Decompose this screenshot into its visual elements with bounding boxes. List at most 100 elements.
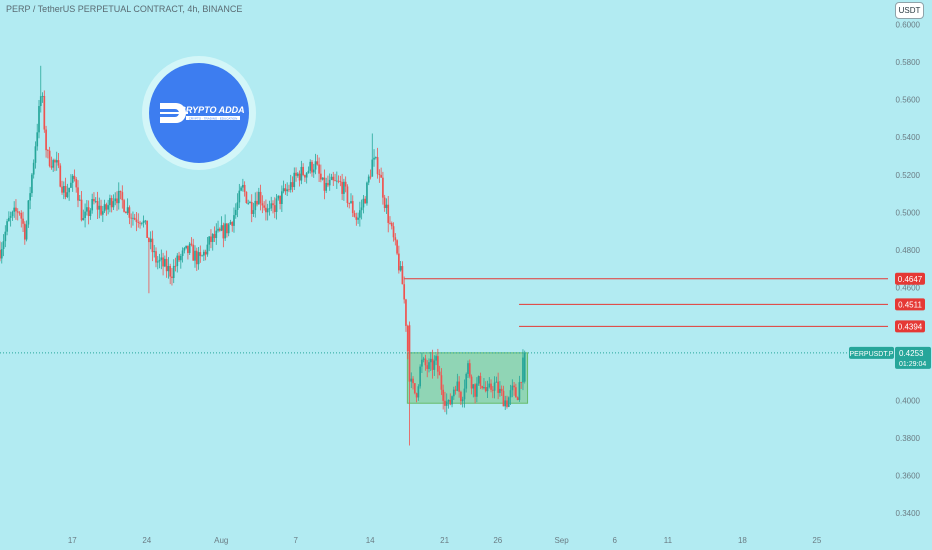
candle-body bbox=[48, 150, 51, 166]
candle-body bbox=[236, 202, 239, 210]
candle bbox=[490, 379, 492, 393]
candle-body bbox=[130, 217, 133, 219]
candle-body bbox=[55, 160, 58, 163]
time-tick-label: Sep bbox=[554, 536, 569, 545]
candle-body bbox=[507, 397, 510, 407]
candle bbox=[215, 223, 218, 245]
candle bbox=[116, 191, 118, 211]
candle-body bbox=[34, 146, 37, 163]
candle bbox=[286, 182, 289, 197]
candle-body bbox=[80, 199, 83, 221]
candle-body bbox=[86, 207, 88, 212]
candle bbox=[320, 164, 322, 183]
candle bbox=[27, 199, 30, 228]
candle bbox=[502, 385, 505, 407]
candle-body bbox=[360, 207, 363, 211]
candle bbox=[61, 180, 63, 195]
candle bbox=[208, 236, 211, 252]
candle bbox=[412, 376, 414, 390]
time-tick-label: 14 bbox=[366, 536, 375, 545]
candle bbox=[194, 245, 196, 268]
candle bbox=[343, 178, 345, 201]
candle-body bbox=[43, 95, 46, 130]
candle bbox=[34, 141, 37, 169]
candle bbox=[224, 214, 226, 241]
candle bbox=[458, 376, 460, 398]
candle bbox=[15, 199, 17, 220]
candle-body bbox=[195, 250, 198, 265]
candle-body bbox=[140, 222, 143, 224]
price-level-tag bbox=[895, 298, 925, 311]
candle-body bbox=[502, 390, 505, 407]
candle bbox=[229, 219, 232, 225]
candle-body bbox=[249, 202, 251, 203]
candle-body bbox=[422, 358, 425, 360]
candle-body bbox=[245, 191, 248, 203]
candle bbox=[460, 390, 462, 405]
candle-body bbox=[15, 207, 17, 212]
candle bbox=[206, 236, 209, 257]
candle bbox=[190, 237, 193, 247]
candle bbox=[330, 173, 333, 181]
candle bbox=[151, 230, 154, 262]
candle bbox=[45, 125, 47, 158]
candle-body bbox=[0, 249, 3, 259]
candle bbox=[421, 352, 423, 373]
candle bbox=[289, 174, 292, 193]
currency-button[interactable]: USDT bbox=[895, 2, 924, 19]
candle bbox=[62, 181, 65, 200]
candle-body bbox=[20, 212, 23, 219]
candle bbox=[259, 184, 262, 211]
price-tick-label: 0.4000 bbox=[896, 396, 921, 405]
candle-body bbox=[366, 182, 368, 204]
candle-body bbox=[75, 178, 78, 188]
candle bbox=[461, 396, 464, 408]
candle bbox=[364, 196, 367, 204]
candle bbox=[263, 201, 265, 211]
candle-body bbox=[437, 356, 439, 372]
candle-body bbox=[39, 96, 42, 107]
candle-body bbox=[68, 187, 70, 193]
candle-body bbox=[435, 356, 437, 361]
candle bbox=[158, 253, 161, 269]
candle bbox=[48, 146, 51, 168]
price-tick-label: 0.4800 bbox=[896, 246, 921, 255]
price-axis[interactable]: 0.6000 0.5800 0.5600 0.5400 0.5200 0.5000 0.48… bbox=[896, 20, 921, 518]
time-axis[interactable]: 17 24 Aug 7 14 21 26 Sep 6 11 18 25 bbox=[68, 536, 822, 545]
candle bbox=[314, 153, 317, 175]
candle bbox=[419, 364, 421, 389]
candle bbox=[247, 199, 250, 205]
candle bbox=[507, 396, 510, 408]
candle-body bbox=[243, 184, 246, 192]
candle bbox=[357, 212, 359, 224]
candle-body bbox=[234, 209, 237, 216]
candle-body bbox=[470, 376, 473, 389]
candle-body bbox=[488, 383, 491, 388]
candle bbox=[401, 261, 404, 285]
candle-body bbox=[84, 211, 86, 219]
candle bbox=[153, 244, 156, 258]
candle bbox=[93, 192, 95, 205]
candle bbox=[20, 210, 23, 228]
candle-body bbox=[257, 191, 260, 205]
candle bbox=[217, 220, 219, 233]
candle-body bbox=[382, 177, 384, 198]
time-tick-label: 7 bbox=[293, 536, 298, 545]
candle-body bbox=[204, 251, 207, 255]
candle-body bbox=[142, 220, 145, 223]
candle bbox=[307, 166, 310, 174]
candle-body bbox=[350, 201, 352, 204]
candle bbox=[50, 156, 53, 170]
candle-body bbox=[162, 257, 164, 267]
candle bbox=[11, 210, 14, 221]
candle-body bbox=[348, 203, 351, 204]
price-tick-label: 0.5800 bbox=[896, 58, 921, 67]
candle-body bbox=[311, 161, 313, 173]
candle bbox=[32, 159, 35, 179]
candle bbox=[54, 158, 56, 172]
price-tick-label: 0.3800 bbox=[896, 434, 921, 443]
candle bbox=[288, 184, 290, 193]
candle-body bbox=[460, 391, 462, 402]
